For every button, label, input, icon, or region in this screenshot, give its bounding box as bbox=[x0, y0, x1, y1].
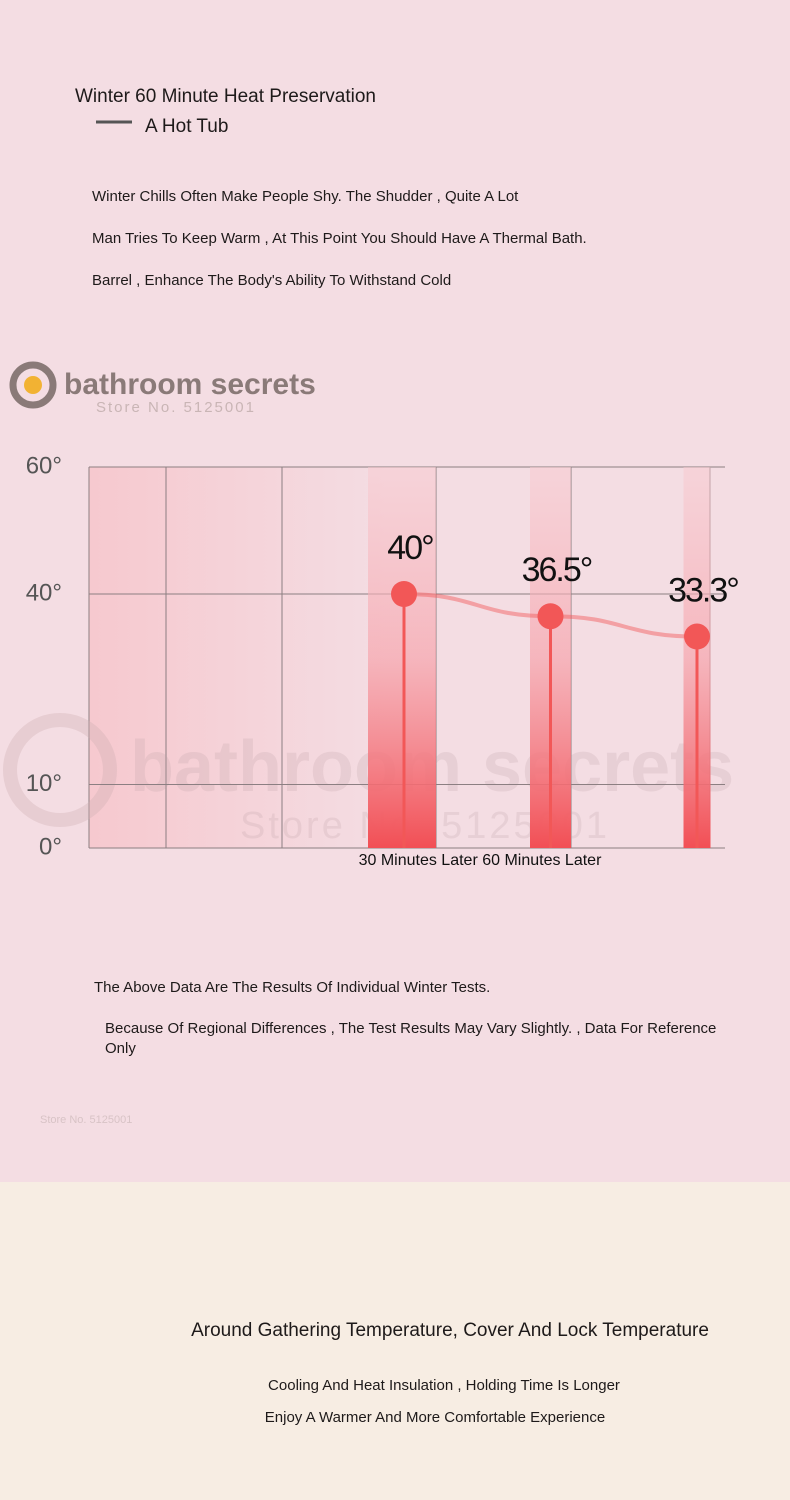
watermark-small: Store No. 5125001 bbox=[40, 1114, 132, 1126]
watermark-store: Store No. 5125001 bbox=[96, 399, 256, 416]
intro-line: Man Tries To Keep Warm , At This Point Y… bbox=[92, 230, 587, 247]
point bbox=[684, 623, 710, 650]
footer-line: Cooling And Heat Insulation , Holding Ti… bbox=[268, 1377, 620, 1394]
point bbox=[391, 581, 417, 607]
data-label: 36.5° bbox=[522, 551, 592, 589]
point bbox=[537, 603, 564, 630]
intro-line: Barrel , Enhance The Body's Ability To W… bbox=[92, 272, 452, 289]
logo bbox=[9, 361, 57, 409]
data-label: 40° bbox=[387, 529, 433, 567]
logo-dot bbox=[24, 376, 42, 394]
x-axis-label: 30 Minutes Later 60 Minutes Later bbox=[359, 852, 602, 869]
note: The Above Data Are The Results Of Indivi… bbox=[94, 979, 491, 996]
y-tick-label: 60° bbox=[26, 452, 62, 479]
column bbox=[368, 467, 436, 848]
watermark-brand: bathroom secrets bbox=[64, 368, 316, 401]
y-tick-label: 40° bbox=[26, 579, 62, 606]
chart-title: Winter 60 Minute Heat Preservation bbox=[75, 86, 376, 107]
note: Because Of Regional Differences , The Te… bbox=[105, 1020, 717, 1057]
y-tick-label: 10° bbox=[26, 770, 62, 797]
intro-line: Winter Chills Often Make People Shy. The… bbox=[92, 188, 519, 205]
footer-line: Enjoy A Warmer And More Comfortable Expe… bbox=[264, 1409, 606, 1426]
y-tick-label: 0° bbox=[39, 833, 62, 860]
data-label: 33.3° bbox=[668, 572, 738, 610]
watermark-logo bbox=[3, 713, 117, 827]
legend-label: A Hot Tub bbox=[145, 116, 229, 137]
footer-title: Around Gathering Temperature, Cover And … bbox=[191, 1320, 709, 1341]
